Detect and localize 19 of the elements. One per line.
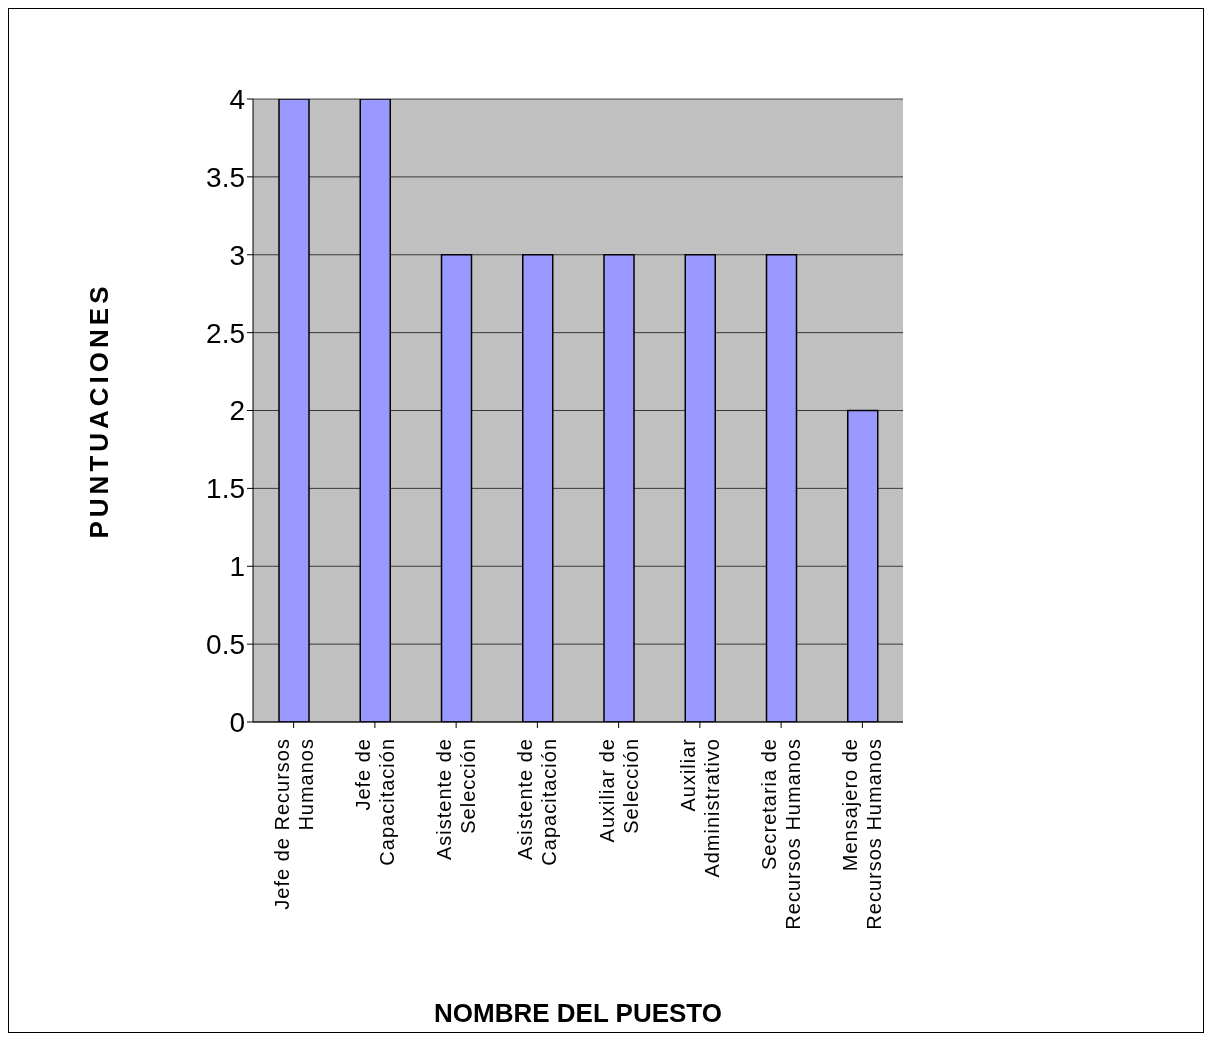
y-tick-label: 3 bbox=[229, 239, 245, 271]
x-tick-label: Asistente de Capacitación bbox=[514, 738, 561, 866]
y-axis-title: PUNTUACIONES bbox=[84, 282, 115, 539]
y-tick-label: 1.5 bbox=[206, 473, 245, 505]
x-tick-label: Auxiliar Administrativo bbox=[676, 738, 723, 878]
y-tick-label: 2.5 bbox=[206, 317, 245, 349]
y-tick-label: 0 bbox=[229, 706, 245, 738]
y-tick-label: 4 bbox=[229, 83, 245, 115]
y-tick-label: 2 bbox=[229, 395, 245, 427]
x-tick-label: Asistente de Selección bbox=[433, 738, 480, 861]
x-tick-label: Jefe de Recursos Humanos bbox=[270, 738, 317, 910]
x-axis-title: NOMBRE DEL PUESTO bbox=[434, 998, 722, 1028]
y-tick-label: 0.5 bbox=[206, 629, 245, 661]
y-tick-label: 1 bbox=[229, 551, 245, 583]
x-tick-label: Secretaria de Recursos Humanos bbox=[758, 738, 805, 930]
x-tick-label: Auxiliar de Selección bbox=[595, 738, 642, 843]
y-tick-label: 3.5 bbox=[206, 161, 245, 193]
x-tick-label: Mensajero de Recursos Humanos bbox=[839, 738, 886, 930]
x-tick-label: Jefe de Capacitación bbox=[351, 738, 398, 866]
